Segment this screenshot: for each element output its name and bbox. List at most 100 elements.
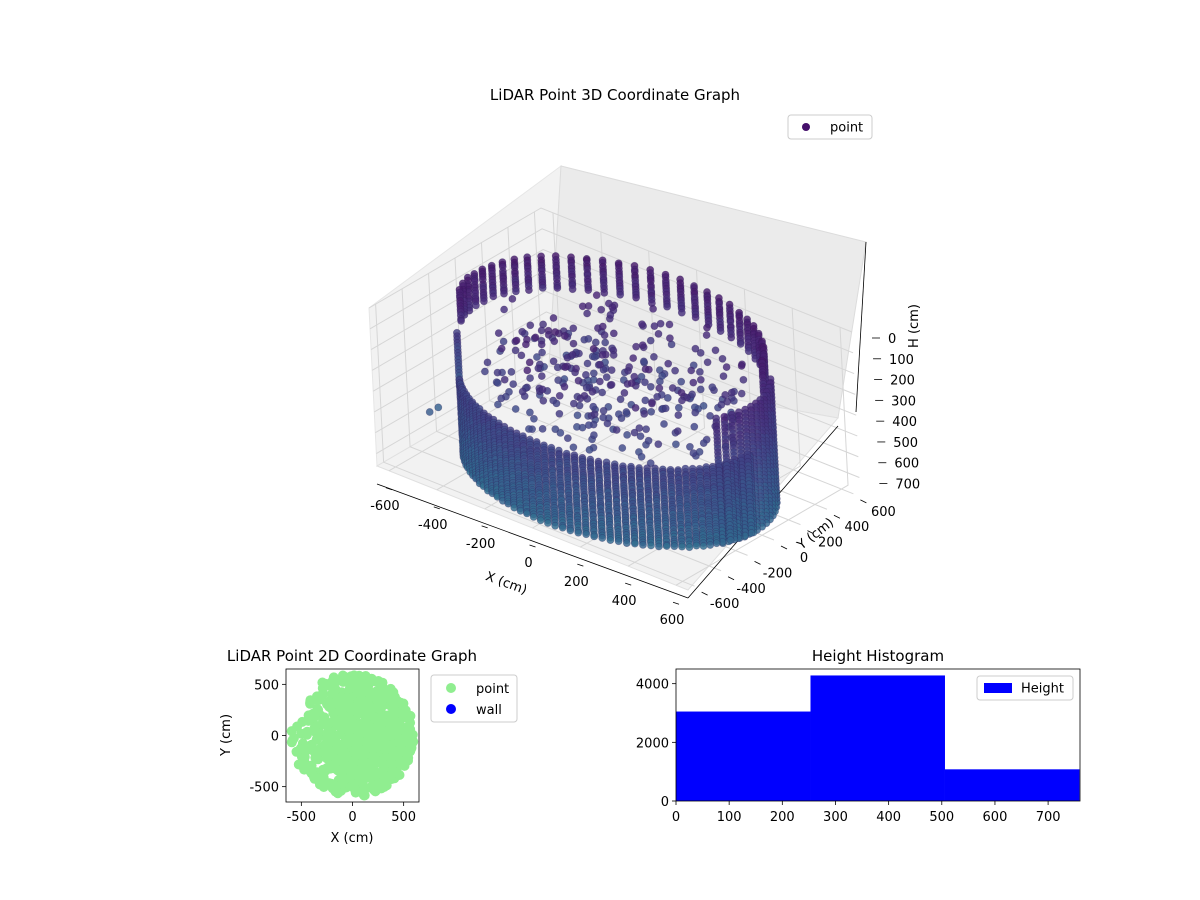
point-3d (533, 353, 541, 361)
point-3d (671, 366, 679, 375)
point-3d (706, 541, 715, 549)
point-2d (359, 708, 370, 719)
h-tick-label: 500 (893, 436, 918, 451)
point-2d (367, 751, 378, 762)
point-3d (630, 372, 639, 381)
point-2d (318, 778, 329, 788)
point-3d (599, 365, 608, 374)
point-3d (572, 364, 580, 373)
point-3d (723, 397, 732, 406)
point-3d (518, 327, 527, 336)
point-2d (371, 691, 382, 702)
point-3d (569, 443, 578, 452)
point-3d (549, 314, 558, 322)
legend-2d-point-marker (446, 683, 456, 693)
point-3d (549, 357, 558, 366)
point-3d (551, 328, 560, 336)
histogram-bar (676, 711, 811, 801)
point-3d (726, 536, 735, 545)
point-3d (602, 373, 611, 382)
point-3d (674, 411, 683, 419)
point-3d (645, 365, 653, 374)
point-2d (338, 757, 349, 768)
histogram-title: Height Histogram (812, 647, 944, 665)
point-3d (493, 368, 502, 377)
legend-2d: point wall (430, 674, 518, 723)
point-3d (574, 376, 583, 385)
y-tick-label: -600 (710, 597, 740, 612)
point-3d (703, 323, 711, 332)
point-3d (508, 294, 517, 303)
grid-line-x (675, 327, 849, 586)
point-3d (647, 541, 655, 550)
point-3d (632, 342, 640, 351)
point-3d (665, 320, 674, 329)
point-3d (660, 420, 668, 428)
point-3d (590, 410, 599, 419)
grid-line-h (369, 228, 854, 354)
point-2d (355, 676, 366, 687)
point-3d (457, 316, 465, 325)
point-2d (299, 756, 310, 767)
h-tick-label: 300 (891, 394, 916, 409)
y-tick-mark (701, 591, 708, 596)
legend-histogram-label: Height (1021, 682, 1064, 697)
point-2d (357, 727, 368, 738)
point-3d (529, 513, 538, 521)
histogram-bar (944, 769, 1080, 801)
point-3d (574, 528, 583, 537)
point-3d (641, 396, 650, 405)
point-3d (538, 385, 547, 394)
x-axis-line (376, 483, 689, 599)
point-3d (551, 521, 560, 530)
point-3d (598, 388, 607, 397)
legend-histogram-box (976, 675, 1074, 701)
point-3d (607, 380, 616, 389)
point-3d (551, 425, 560, 434)
point-3d (525, 286, 533, 294)
point-2d (323, 696, 334, 707)
point-2d (328, 672, 339, 683)
point-3d (617, 414, 626, 423)
point-3d (663, 393, 672, 402)
point-2d (291, 746, 302, 757)
point-3d (696, 375, 705, 384)
point-3d (677, 308, 686, 317)
point-3d (536, 516, 545, 525)
point-3d (609, 351, 618, 359)
point-3d (666, 334, 674, 343)
x-tick-label-2d: 500 (391, 810, 416, 825)
point-3d (582, 383, 591, 392)
point-3d (523, 366, 532, 375)
point-2d (347, 781, 358, 791)
point-3d (589, 344, 598, 353)
point-3d (691, 408, 700, 417)
point-2d (330, 759, 341, 770)
point-3d (603, 419, 612, 428)
point-2d (336, 703, 347, 714)
point-3d (609, 329, 618, 338)
point-3d (631, 539, 639, 548)
point-3d (537, 326, 546, 335)
point-3d (655, 384, 664, 393)
chart-3d-title: LiDAR Point 3D Coordinate Graph (490, 86, 740, 104)
point-3d (517, 351, 526, 360)
y-tick-label: 0 (800, 551, 808, 566)
point-3d (650, 352, 658, 361)
chart-3d: LiDAR Point 3D Coordinate Graph -600-400… (368, 86, 922, 628)
point-2d (312, 749, 322, 760)
point-3d (599, 413, 608, 422)
y-tick-label: 200 (818, 536, 843, 551)
point-3d (592, 291, 601, 300)
point-3d (604, 299, 613, 308)
histogram-y-tick-label: 4000 (636, 678, 669, 693)
point-2d (370, 676, 381, 687)
point-2d (407, 729, 418, 740)
y-tick-mark (860, 499, 867, 504)
point-2d (361, 783, 371, 794)
point-3d (561, 363, 570, 372)
ticks-2d: -500 0 500 -500 0 500 (249, 678, 416, 825)
y-tick-label: 400 (845, 520, 870, 535)
point-2d (337, 670, 348, 681)
point-3d (655, 542, 663, 551)
